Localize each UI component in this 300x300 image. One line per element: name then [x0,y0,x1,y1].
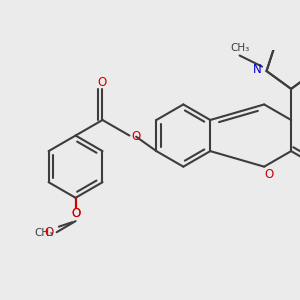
Text: O: O [71,207,80,220]
Text: O: O [131,130,141,143]
Text: O: O [44,226,53,239]
Text: O: O [71,207,80,220]
Text: CH₃: CH₃ [230,43,249,53]
Text: O: O [98,76,107,89]
Text: O: O [264,168,273,181]
Text: CH₃: CH₃ [35,228,54,238]
Text: N: N [253,63,262,76]
